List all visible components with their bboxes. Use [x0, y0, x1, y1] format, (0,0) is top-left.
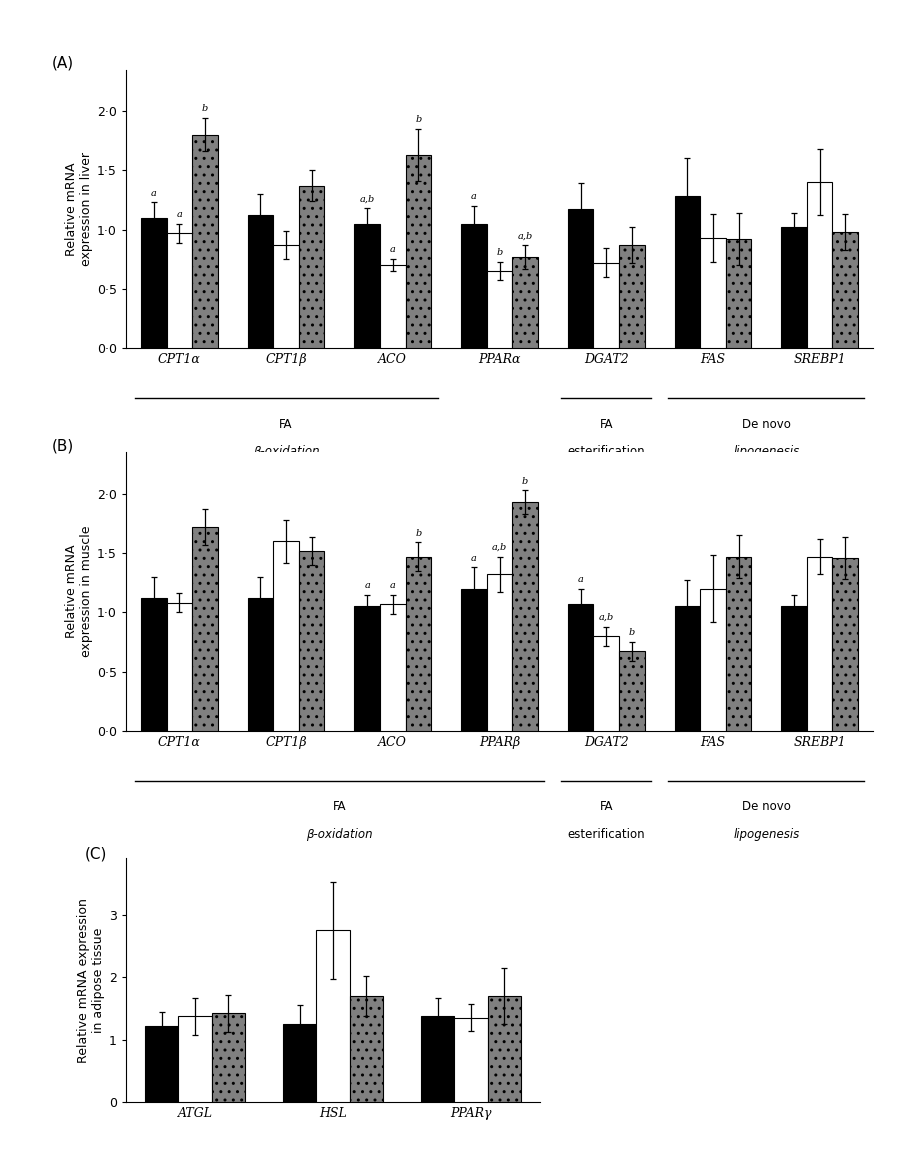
Bar [299, 186, 325, 348]
Bar [166, 603, 193, 731]
Text: b: b [415, 529, 421, 538]
Bar [674, 196, 700, 348]
Bar [488, 995, 521, 1102]
Bar [406, 155, 431, 348]
Text: a: a [151, 189, 157, 197]
Bar [700, 238, 725, 348]
Text: a: a [390, 246, 396, 254]
Bar [145, 1025, 178, 1102]
Bar [421, 1016, 454, 1102]
Bar [141, 599, 166, 731]
Bar [212, 1014, 245, 1102]
Bar [141, 218, 166, 348]
Text: a: a [390, 581, 396, 589]
Text: b: b [522, 477, 528, 486]
Text: a,b: a,b [359, 195, 374, 203]
Text: a,b: a,b [598, 612, 614, 622]
Bar [512, 256, 538, 348]
Bar [166, 233, 193, 348]
Text: FA: FA [599, 800, 613, 813]
Text: a,b: a,b [492, 543, 507, 552]
Text: a: a [578, 575, 583, 583]
Bar [461, 588, 487, 731]
Bar [725, 239, 752, 348]
Text: b: b [629, 629, 635, 637]
Bar [832, 558, 858, 731]
Text: b: b [202, 104, 208, 114]
Bar [619, 652, 644, 731]
Bar [781, 227, 806, 348]
Text: FA: FA [333, 800, 346, 813]
Bar [487, 271, 512, 348]
Bar [593, 636, 619, 731]
Text: lipogenesis: lipogenesis [734, 445, 799, 458]
Bar [380, 604, 406, 731]
Text: esterification: esterification [567, 445, 645, 458]
Text: a: a [176, 210, 183, 219]
Bar [619, 245, 644, 348]
Y-axis label: Relative mRNA
expression in muscle: Relative mRNA expression in muscle [65, 525, 93, 658]
Bar [274, 542, 299, 731]
Text: FA: FA [599, 418, 613, 430]
Text: De novo: De novo [742, 418, 791, 430]
Text: FA: FA [279, 418, 292, 430]
Y-axis label: Relative mRNA expression
in adipose tissue: Relative mRNA expression in adipose tiss… [76, 898, 104, 1063]
Bar [568, 210, 593, 348]
Bar [284, 1024, 317, 1102]
Text: β-oxidation: β-oxidation [253, 445, 320, 458]
Bar [725, 557, 752, 731]
Text: a,b: a,b [518, 231, 533, 240]
Text: b: b [415, 115, 421, 124]
Bar [674, 607, 700, 731]
Bar [193, 527, 218, 731]
Bar [317, 930, 349, 1102]
Text: b: b [497, 248, 502, 256]
Bar [781, 607, 806, 731]
Text: De novo: De novo [742, 800, 791, 813]
Bar [568, 604, 593, 731]
Bar [355, 224, 380, 348]
Bar [454, 1017, 488, 1102]
Text: (B): (B) [51, 438, 74, 454]
Bar [274, 245, 299, 348]
Bar [806, 182, 832, 348]
Bar [380, 266, 406, 348]
Bar [700, 588, 725, 731]
Text: a: a [364, 581, 370, 589]
Bar [593, 262, 619, 348]
Y-axis label: Relative mRNA
expression in liver: Relative mRNA expression in liver [65, 152, 93, 266]
Text: lipogenesis: lipogenesis [734, 828, 799, 841]
Bar [193, 135, 218, 348]
Bar [178, 1016, 212, 1102]
Bar [355, 607, 380, 731]
Text: (A): (A) [51, 56, 74, 71]
Text: a: a [471, 553, 477, 563]
Bar [299, 551, 325, 731]
Text: β-oxidation: β-oxidation [306, 828, 373, 841]
Bar [248, 216, 274, 348]
Bar [349, 995, 382, 1102]
Bar [832, 232, 858, 348]
Bar [461, 224, 487, 348]
Text: esterification: esterification [567, 828, 645, 841]
Bar [248, 599, 274, 731]
Text: a: a [471, 193, 477, 201]
Bar [487, 574, 512, 731]
Bar [512, 502, 538, 731]
Bar [406, 557, 431, 731]
Text: (C): (C) [85, 847, 107, 861]
Bar [806, 557, 832, 731]
